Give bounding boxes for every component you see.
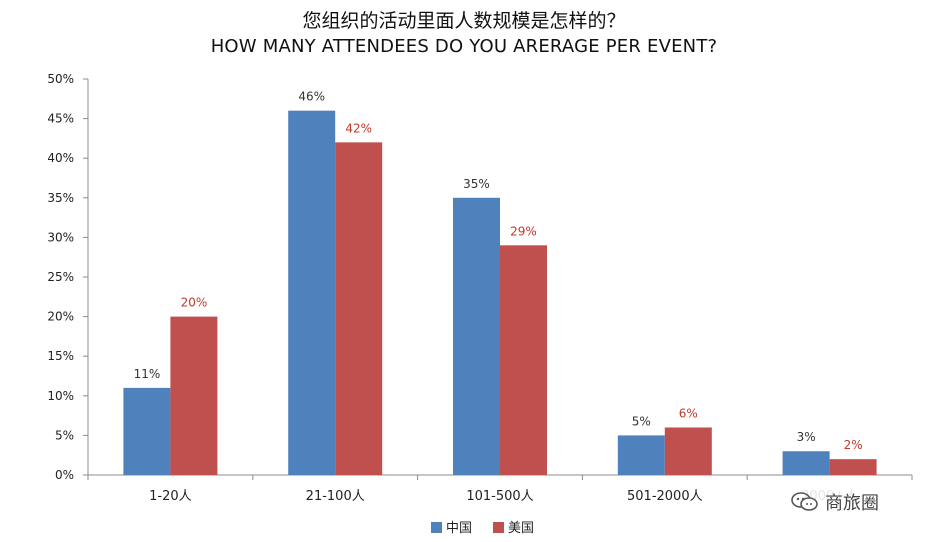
y-tick-label: 45% xyxy=(47,112,74,126)
data-label-usa: 2% xyxy=(844,438,863,452)
bar-china xyxy=(453,197,500,476)
data-label-china: 3% xyxy=(797,430,816,444)
bar-usa xyxy=(664,427,712,475)
bar-usa xyxy=(335,142,383,476)
y-tick-label: 10% xyxy=(47,389,74,403)
bar-china xyxy=(288,110,336,476)
y-tick-label: 0% xyxy=(55,468,74,482)
x-tick-label: 21-100人 xyxy=(306,489,365,504)
watermark-text: 商旅圈 xyxy=(825,493,879,514)
y-tick-label: 40% xyxy=(47,151,74,165)
legend-swatch-usa xyxy=(493,522,504,533)
legend-label-china: 中国 xyxy=(446,521,472,536)
bar-usa xyxy=(829,459,877,475)
y-tick-label: 15% xyxy=(47,349,74,363)
x-tick-label: 501-2000人 xyxy=(627,489,703,504)
y-tick-label: 5% xyxy=(55,428,74,442)
data-label-china: 46% xyxy=(298,90,325,104)
data-label-usa: 20% xyxy=(181,296,208,310)
data-label-usa: 29% xyxy=(510,224,537,238)
y-tick-label: 20% xyxy=(47,310,74,324)
chart-title-en: HOW MANY ATTENDEES DO YOU ARERAGE PER EV… xyxy=(210,36,718,57)
chart-title-cn: 您组织的活动里面人数规模是怎样的？ xyxy=(302,10,626,32)
y-tick-label: 35% xyxy=(47,191,74,205)
chart-title: 您组织的活动里面人数规模是怎样的？ HOW MANY ATTENDEES DO … xyxy=(0,8,928,60)
data-label-usa: 42% xyxy=(345,121,372,135)
x-tick-label: 101-500人 xyxy=(466,489,533,504)
legend-label-usa: 美国 xyxy=(508,521,534,536)
data-label-china: 5% xyxy=(632,414,651,428)
y-tick-label: 30% xyxy=(47,230,74,244)
bar-china xyxy=(123,387,171,475)
bar-china xyxy=(782,451,830,475)
x-tick-label: 1-20人 xyxy=(149,489,192,504)
data-label-usa: 6% xyxy=(679,406,698,420)
wechat-icon xyxy=(791,492,818,511)
y-tick-label: 50% xyxy=(47,72,74,86)
bar-usa xyxy=(170,316,218,475)
bar-china xyxy=(617,435,665,475)
bar-usa xyxy=(500,245,547,475)
watermark: 商旅圈 xyxy=(790,488,925,516)
y-tick-label: 25% xyxy=(47,270,74,284)
legend-swatch-china xyxy=(431,522,442,533)
data-label-china: 11% xyxy=(134,367,161,381)
data-label-china: 35% xyxy=(463,177,490,191)
